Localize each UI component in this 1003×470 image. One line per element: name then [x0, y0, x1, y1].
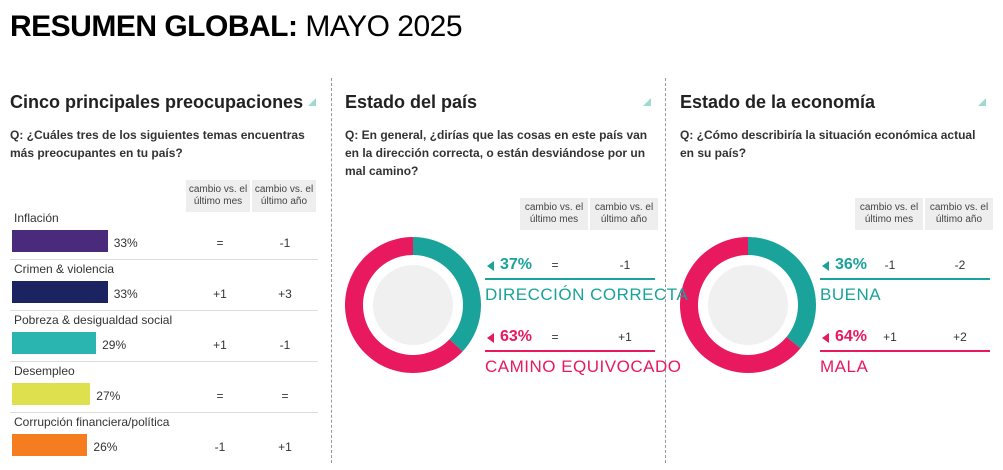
donut-segment [680, 237, 801, 374]
row-label: Crimen & violencia [14, 262, 115, 276]
column-header: cambio vs. el último mes [186, 180, 250, 212]
pointer [822, 261, 829, 271]
segment-value: 63% [500, 328, 533, 345]
bar-value: 33% [113, 236, 138, 250]
bar [12, 332, 97, 354]
year-change: -1 [279, 236, 291, 250]
month-change: +1 [213, 287, 227, 301]
year-change: +1 [618, 330, 632, 344]
corner-mark [643, 98, 651, 106]
row-label: Inflación [14, 211, 59, 225]
header: RESUMEN GLOBAL: MAYO 2025 [10, 10, 463, 44]
segment-underline [820, 350, 990, 352]
donut-center [373, 265, 453, 345]
bar-value: 29% [102, 338, 127, 352]
pointer [487, 261, 494, 271]
month-change: = [216, 236, 224, 250]
bar-value: 26% [93, 440, 118, 454]
month-change: -1 [884, 258, 896, 272]
pointer [822, 333, 829, 343]
pointer [487, 333, 494, 343]
bar [12, 383, 91, 405]
bar [12, 434, 88, 456]
question: Q: En general, ¿dirías que las cosas en … [345, 128, 648, 178]
bar [12, 230, 108, 252]
corner-mark [978, 98, 986, 106]
row-label: Desempleo [14, 364, 75, 378]
segment-underline [485, 278, 655, 280]
year-change: +2 [953, 330, 967, 344]
corner-mark [308, 98, 316, 106]
header-subtitle: MAYO 2025 [305, 10, 463, 43]
segment-value: 37% [500, 256, 533, 273]
row-label: Corrupción financiera/política [14, 415, 170, 429]
question: Q: ¿Cuáles tres de los siguientes temas … [10, 128, 305, 160]
panel-title: Cinco principales preocupaciones [10, 92, 304, 112]
year-change: -1 [279, 338, 291, 352]
segment-label: MALA [820, 357, 869, 376]
month-change: = [551, 258, 559, 272]
month-change: +1 [883, 330, 897, 344]
segment-value: 64% [835, 328, 868, 345]
year-change: = [281, 389, 289, 403]
segment-underline [820, 278, 990, 280]
donut-segment [344, 236, 463, 373]
bar-value: 33% [113, 287, 138, 301]
year-change: -2 [954, 258, 966, 272]
column-header: cambio vs. el último mes [520, 198, 588, 230]
segment-label: BUENA [820, 285, 882, 304]
month-change: +1 [213, 338, 227, 352]
column-header: cambio vs. el último año [590, 198, 658, 230]
donut-center [708, 265, 788, 345]
row-divider [10, 259, 318, 260]
column-header: cambio vs. el último año [925, 198, 993, 230]
month-change: = [551, 330, 559, 344]
question: Q: ¿Cómo describiría la situación económ… [680, 128, 976, 160]
segment-value: 36% [835, 256, 868, 273]
row-divider [10, 361, 318, 362]
panel-title: Estado de la economía [680, 92, 876, 112]
segment-label: DIRECCIÓN CORRECTA [485, 285, 689, 304]
bar [12, 281, 108, 303]
separator [331, 78, 332, 463]
month-change: = [216, 389, 224, 403]
row-divider [10, 412, 318, 413]
month-change: -1 [214, 440, 226, 454]
row-divider [10, 310, 318, 311]
panel-title: Estado del país [345, 92, 478, 112]
segment-label: CAMINO EQUIVOCADO [485, 357, 682, 376]
row-label: Pobreza & desigualdad social [14, 313, 173, 327]
segment-underline [485, 350, 655, 352]
donut-segment [413, 237, 481, 352]
column-header: cambio vs. el último año [252, 180, 316, 212]
separator [665, 78, 666, 463]
year-change: +3 [278, 287, 292, 301]
header-title: RESUMEN GLOBAL: [10, 10, 298, 43]
year-change: -1 [619, 258, 631, 272]
donut-segment [748, 237, 816, 349]
bar-value: 27% [96, 389, 121, 403]
column-header: cambio vs. el último mes [855, 198, 923, 230]
year-change: +1 [278, 440, 292, 454]
